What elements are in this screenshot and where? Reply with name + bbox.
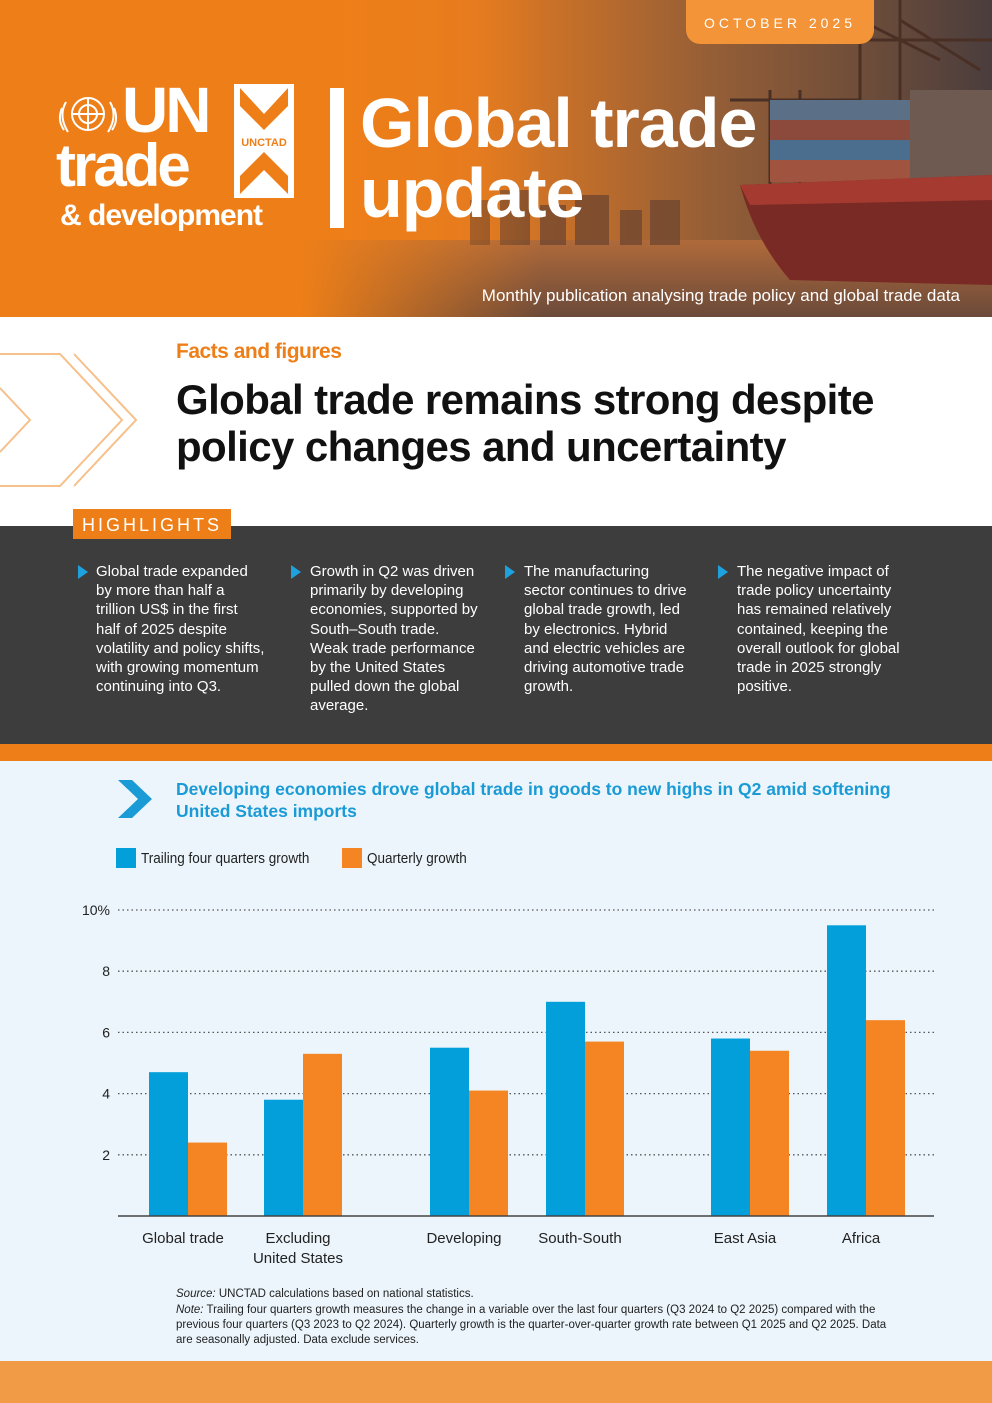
bar-quarterly [585,1041,624,1216]
triangle-bullet-icon [505,565,515,579]
bar-trailing [149,1072,188,1216]
legend-swatch-quarterly [342,848,362,868]
title-divider [330,88,344,228]
bar-quarterly [866,1020,905,1216]
publication-subtitle: Monthly publication analysing trade poli… [481,286,960,305]
y-tick-label: 4 [102,1086,110,1102]
logo-development-text: & development [60,199,263,232]
triangle-bullet-icon [291,565,301,579]
chevrons-decoration-icon [0,353,138,487]
bar-quarterly [188,1142,227,1216]
bar-trailing [827,925,866,1216]
bar-quarterly [750,1050,789,1216]
headline-line-1: Global trade remains strong despite [176,376,874,423]
note-text: Trailing four quarters growth measures t… [176,1304,887,1346]
unctad-mark-text: UNCTAD [241,137,287,149]
headline-line-2: policy changes and uncertainty [176,423,786,470]
x-tick-label: South-South [538,1230,621,1247]
x-tick-label: Africa [842,1230,881,1247]
y-tick-label: 8 [102,963,110,979]
x-tick-label: East Asia [714,1230,777,1247]
section-label: Facts and figures [176,340,342,363]
highlight-text: Global trade expanded by more than half … [96,563,265,696]
publication-title: Global trade update [360,84,757,232]
bar-trailing [264,1099,303,1216]
legend-label-quarterly: Quarterly growth [367,850,467,867]
bar-chart: 2 4 6 8 10% Global trade Excluding United State… [82,902,934,1267]
chevron-right-icon [118,780,152,818]
y-tick-label: 6 [102,1024,110,1040]
footer-band [0,1361,992,1403]
x-tick-label: Global trade [142,1230,224,1247]
bar-quarterly [303,1053,342,1216]
highlight-text: Growth in Q2 was driven primarily by dev… [310,563,478,715]
unctad-mark-icon: UNCTAD [234,84,294,198]
x-tick-label: Developing [426,1230,501,1247]
legend-label-trailing: Trailing four quarters growth [141,850,310,867]
bar-trailing [711,1038,750,1216]
legend-swatch-trailing [116,848,136,868]
source-note: Source: UNCTAD calculations based on nat… [176,1287,896,1302]
header-banner: OCTOBER 2025 UN trade & development UNCT… [0,0,992,317]
triangle-bullet-icon [78,565,88,579]
triangle-bullet-icon [718,565,728,579]
logo-un-text: UN [122,74,211,146]
method-note: Note: Trailing four quarters growth meas… [176,1303,896,1348]
title-line-2: update [360,154,584,232]
bar-trailing [546,1001,585,1216]
chart-notes: Source: UNCTAD calculations based on nat… [176,1287,896,1349]
port-photo [300,0,992,317]
highlights-panel: Global trade expanded by more than half … [0,526,992,744]
chart-panel [0,761,992,1361]
highlights-tab: HIGHLIGHTS [73,509,232,539]
issue-date: OCTOBER 2025 [686,0,874,44]
orange-strip [0,744,992,761]
un-emblem-icon [58,97,118,133]
logo-trade-text: trade [56,132,191,199]
highlight-text: The manufacturing sector continues to dr… [524,563,687,696]
bar-quarterly [469,1090,508,1216]
x-tick-label: Excluding United States [253,1230,343,1267]
headline: Global trade remains strong despite poli… [176,376,956,470]
unctad-logo: UN trade & development UNCTAD [56,78,296,234]
note-label: Note: [176,1304,204,1316]
highlight-text: The negative impact of trade policy unce… [737,563,900,696]
title-line-1: Global trade [360,84,757,162]
y-tick-label: 10% [82,902,110,918]
source-label: Source: [176,1288,216,1300]
source-text: UNCTAD calculations based on national st… [218,1288,474,1300]
y-tick-label: 2 [102,1147,110,1163]
bar-trailing [430,1047,469,1216]
chart-title: Developing economies drove global trade … [176,779,891,821]
